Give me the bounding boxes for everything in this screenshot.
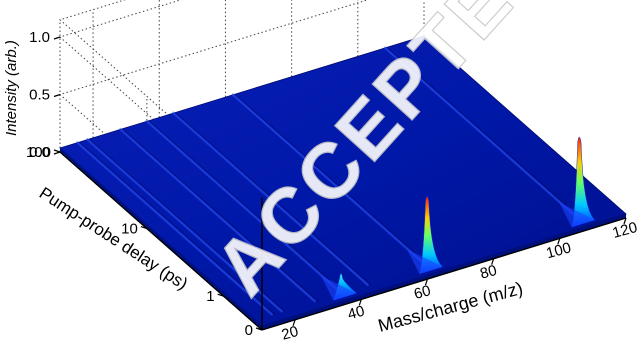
ridge-line bbox=[75, 140, 274, 316]
x-tick bbox=[424, 278, 429, 286]
surface-skirt-left bbox=[60, 148, 262, 330]
z-tick bbox=[53, 151, 61, 155]
z-tick bbox=[53, 36, 61, 40]
surface-skirt-front bbox=[262, 214, 626, 330]
peak-mz-108 bbox=[571, 136, 596, 228]
y-tick-label: 10 bbox=[121, 221, 138, 238]
ridge-shadow bbox=[78, 141, 276, 316]
ridge-line bbox=[85, 137, 284, 313]
x-tick-label: 80 bbox=[478, 262, 499, 283]
tick-labels: 0.0 0.5 1.0 0 1 10 100 20 40 60 80 100 120 bbox=[26, 29, 639, 344]
y-tick-label: 1 bbox=[206, 288, 214, 305]
axes bbox=[53, 36, 627, 331]
z-tick-label: 1.0 bbox=[29, 29, 50, 46]
peak-base-108 bbox=[559, 202, 595, 228]
x-tick-label: 20 bbox=[280, 323, 301, 344]
z-tick-label: 0.0 bbox=[29, 144, 50, 161]
ridge-line bbox=[231, 92, 429, 269]
x-tick-label: 120 bbox=[611, 219, 640, 242]
x-tick bbox=[292, 319, 296, 327]
peaks-group bbox=[320, 136, 596, 301]
x-tick-label: 60 bbox=[412, 282, 433, 303]
x-tick-label: 40 bbox=[346, 303, 367, 324]
y-tick-label: 100 bbox=[26, 144, 51, 161]
peak-base-62 bbox=[406, 249, 443, 274]
ridge-shadow bbox=[121, 128, 319, 302]
x-tick bbox=[557, 238, 561, 245]
peak-mz-62 bbox=[419, 196, 444, 275]
z-tick-label: 0.5 bbox=[29, 87, 50, 104]
x-tick bbox=[491, 258, 495, 265]
ridge-shadow bbox=[88, 138, 286, 313]
ridge-line bbox=[145, 119, 343, 295]
ridge-shadow bbox=[386, 46, 584, 221]
peak-base-36 bbox=[320, 275, 357, 301]
y-tick bbox=[140, 225, 148, 230]
z-tick bbox=[53, 93, 61, 98]
y-tick-label: 0 bbox=[245, 322, 253, 339]
y-tick bbox=[217, 293, 224, 297]
ridge-shadow bbox=[234, 93, 432, 268]
ridge-shadow bbox=[148, 120, 346, 294]
y-axis-line bbox=[59, 151, 263, 331]
ridge-shadow bbox=[174, 112, 372, 286]
mass-ridges bbox=[75, 46, 584, 316]
ridge-line bbox=[383, 46, 582, 222]
ridge-line bbox=[118, 127, 317, 303]
x-tick-label: 100 bbox=[544, 239, 573, 262]
x-tick bbox=[358, 299, 362, 306]
z-axis-title: Intensity (arb.) bbox=[3, 40, 20, 136]
y-tick bbox=[255, 327, 263, 331]
box-top-edge bbox=[58, 0, 263, 199]
y-tick bbox=[53, 149, 61, 153]
x-tick bbox=[623, 217, 627, 225]
x-axis-line bbox=[261, 217, 627, 331]
ridge-line bbox=[171, 111, 370, 287]
